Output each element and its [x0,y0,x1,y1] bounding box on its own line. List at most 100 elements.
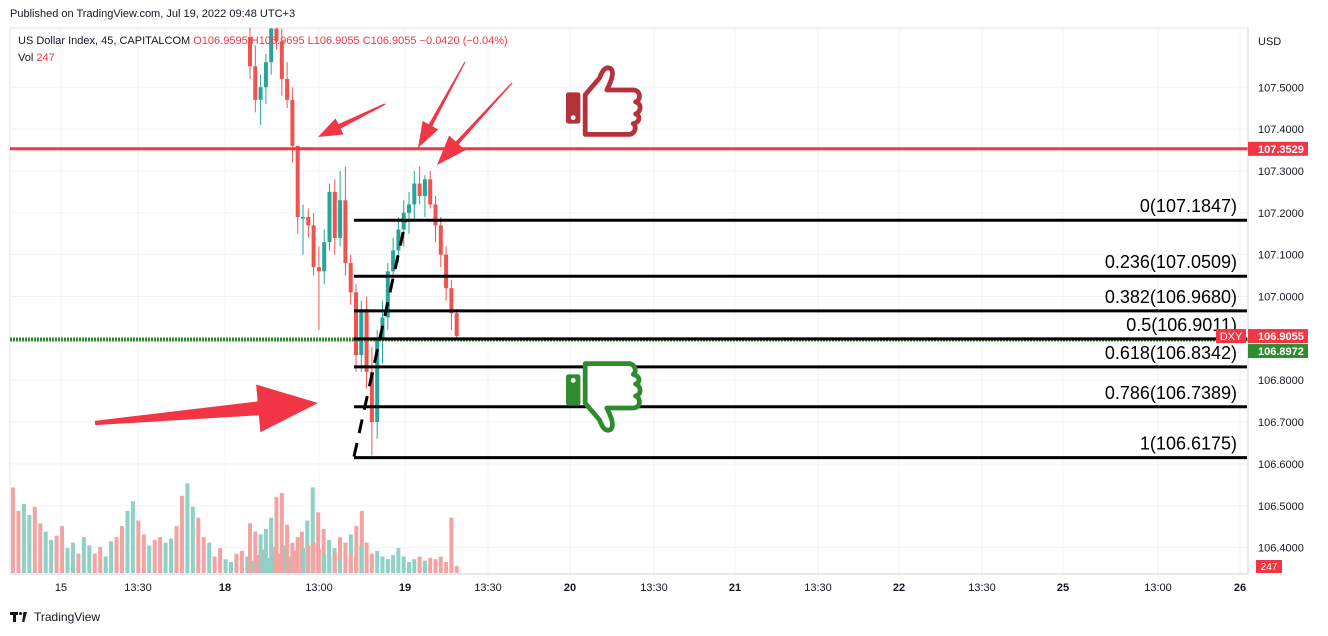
symbol-legend[interactable]: US Dollar Index, 45, CAPITALCOM O106.959… [18,35,508,47]
volume-bar [158,537,163,573]
price-axis-badge-text: 106.8972 [1258,346,1304,358]
volume-bar [285,524,290,573]
volume-bar [263,528,268,573]
volume-bar [338,559,343,573]
volume-bar [306,545,311,573]
price-unit-label: USD [1258,36,1281,48]
volume-bar [32,506,37,573]
time-tick-label: 13:30 [640,582,668,594]
price-axis-badge-text: 106.9055 [1258,331,1304,343]
time-tick-label: 25 [1057,582,1069,594]
ohlc-close: C106.9055 [362,35,417,47]
volume-bar [141,534,146,573]
ohlc-low: L106.9055 [307,35,360,47]
volume-legend[interactable]: Vol 247 [18,52,55,64]
time-axis[interactable]: 15 13:30 18 13:00 19 13:30 20 13:30 21 13:30 22 13:… [10,573,1248,594]
candle-body [438,225,443,255]
thumb-hand [582,361,643,433]
price-axis-badge [1248,141,1308,156]
time-tick-label: 21 [729,582,741,594]
volume-bar [163,542,168,573]
volume-bar [295,537,300,573]
price-axis[interactable]: USD 107.5000 107.4000 107.3000 107.2000 107.1… [1216,28,1308,574]
candle-body [322,242,327,272]
time-tick-label: 22 [893,582,905,594]
trend-line [352,218,408,457]
fibonacci-retracement: 0(107.1847) 0.236(107.0509) 0.382(106.9680… [354,196,1247,460]
footer-brand[interactable]: TradingView [10,610,100,624]
volume-bar [248,523,252,573]
volume-bar [190,506,195,573]
price-tick-label: 107.2000 [1258,208,1304,220]
fib-level-label: 0.618(106.8342) [1105,343,1237,363]
volume-bar [348,553,353,573]
time-tick-label: 13:00 [1144,582,1172,594]
volume-bar [338,537,342,573]
candle-body [258,87,263,100]
tradingview-logo-icon [10,611,28,623]
price-tick-label: 106.6000 [1258,459,1304,471]
ohlc-change: −0.0420 (−0.04%) [419,35,508,47]
candle-body [407,204,411,213]
volume-badge-text: 247 [1261,562,1278,573]
candle-body [279,41,284,79]
volume-bar [136,520,141,573]
candle-body [327,191,332,243]
price-tick-label: 107.0000 [1258,292,1304,304]
fib-level-label: 0.382(106.9680) [1105,287,1237,307]
volume-bar [250,560,255,573]
price-tick-label: 107.5000 [1258,82,1304,94]
thumb-dot [570,378,576,383]
volume-label: Vol [18,52,34,64]
volume-bar [125,510,130,573]
volume-bar [269,517,274,573]
candle-body [274,28,279,42]
candle-body [290,99,295,146]
volume-bar [201,537,206,573]
price-tick-label: 106.5000 [1258,501,1304,513]
candle-body [354,292,358,356]
volume-bar [385,559,390,573]
volume-bar [27,515,32,573]
volume-bar [109,541,114,573]
volume-value: 247 [36,52,55,64]
published-caption: Published on TradingView.com, Jul 19, 20… [10,8,296,20]
arrow-to-low [94,384,318,433]
candle-body [369,371,374,423]
volume-bar [114,537,119,573]
volume-bar [21,504,26,573]
volume-bar [87,545,92,573]
symbol-name: US Dollar Index, 45, CAPITALCOM [18,35,191,47]
price-axis-badge-text: 107.3529 [1258,144,1304,156]
volume-bar [179,495,184,573]
volume-bar [391,555,396,573]
volume-bar [253,531,258,573]
ohlc-open: O106.9595 [193,35,248,47]
candle-body [343,200,348,264]
price-axis-badge [1248,344,1308,359]
time-tick-label: 13:30 [804,582,832,594]
volume-bar [321,528,326,573]
volume-bar [261,549,266,573]
brand-name: TradingView [34,610,101,624]
candle-body [311,225,316,268]
volume-bar [245,556,250,573]
volume-bar [301,548,305,573]
candle-body [412,183,417,205]
thumbs-down-icon [566,361,643,433]
candle-body [454,313,459,337]
price-tick-label: 107.4000 [1258,124,1304,136]
candle-body [428,179,433,205]
candle-body [449,288,454,314]
volume-bar [239,550,244,573]
volume-bar [49,539,54,573]
price-tick-label: 106.7000 [1258,417,1304,429]
annotation-arrows [94,61,513,433]
candle-body [391,250,396,272]
volume-bar [438,556,443,573]
candle-body [422,179,427,197]
volume-bar [428,557,433,573]
volume-bar [354,526,359,573]
candle-body [301,216,305,219]
